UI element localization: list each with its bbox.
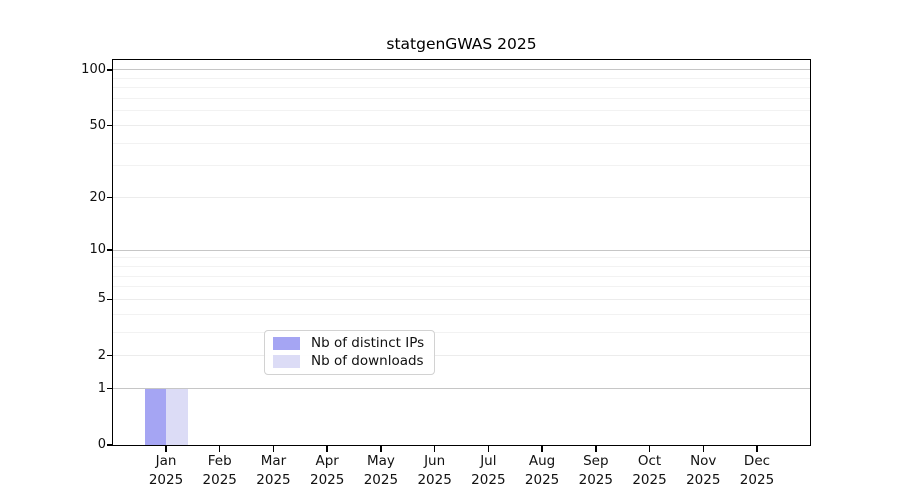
x-tick-label-aug: Aug 2025 (524, 453, 560, 488)
chart-title: statgenGWAS 2025 (386, 35, 537, 53)
x-tick-dec (756, 445, 758, 452)
y-tick-10 (107, 249, 113, 251)
x-tick-mar (272, 445, 275, 452)
legend: Nb of distinct IPs Nb of downloads (264, 330, 436, 375)
x-tick-may (380, 445, 382, 452)
x-tick-apr (326, 445, 328, 452)
x-tick-feb (218, 445, 221, 452)
x-tick-label-feb: Feb 2025 (202, 453, 237, 488)
x-tick-label-nov: Nov 2025 (686, 453, 721, 488)
y-tick-0 (107, 444, 113, 446)
x-tick-label-sep: Sep 2025 (578, 453, 613, 488)
legend-label-downloads: Nb of downloads (311, 353, 424, 369)
x-tick-label-apr: Apr 2025 (309, 453, 345, 488)
x-tick-oct (648, 445, 651, 452)
x-tick-label-jun: Jun 2025 (417, 453, 452, 488)
gridline-90 (113, 77, 810, 79)
gridline-20 (113, 197, 810, 199)
gridline-2 (113, 355, 810, 357)
gridline-4 (113, 313, 810, 315)
y-tick-1 (107, 387, 113, 390)
gridline-9 (113, 257, 810, 259)
bars-layer (113, 60, 810, 445)
legend-item-downloads: Nb of downloads (273, 354, 424, 369)
x-tick-label-oct: Oct 2025 (632, 453, 667, 488)
gridline-8 (113, 265, 810, 267)
gridlines-layer (113, 60, 810, 445)
x-tick-label-dec: Dec 2025 (739, 453, 775, 488)
legend-swatch-downloads (273, 355, 300, 368)
x-tick-label-mar: Mar 2025 (256, 453, 291, 488)
x-tick-nov (702, 445, 705, 452)
y-tick-label-5: 5 (97, 291, 106, 307)
gridline-60 (113, 110, 810, 112)
y-tick-label-10: 10 (89, 242, 106, 258)
y-tick-label-50: 50 (89, 117, 106, 133)
y-tick-50 (107, 124, 113, 127)
x-tick-aug (541, 445, 543, 452)
gridline-1 (113, 388, 810, 390)
x-tick-jun (433, 445, 436, 452)
gridline-3 (113, 331, 810, 333)
y-tick-100 (107, 69, 113, 71)
legend-label-distinct-ips: Nb of distinct IPs (311, 335, 425, 351)
y-tick-5 (107, 298, 113, 301)
y-tick-20 (107, 196, 113, 199)
legend-swatch-distinct-ips (273, 337, 300, 350)
gridline-10 (113, 249, 810, 251)
bar-nb-of-distinct-ips-jan (144, 388, 166, 445)
gridline-100 (113, 69, 810, 71)
bar-nb-of-downloads-jan (166, 388, 188, 445)
y-tick-label-1: 1 (97, 380, 106, 396)
y-tick-label-0: 0 (97, 437, 106, 452)
gridline-5 (113, 298, 810, 300)
y-tick-label-2: 2 (97, 347, 106, 363)
x-tick-sep (595, 445, 597, 452)
x-tick-jul (487, 445, 490, 452)
gridline-40 (113, 142, 810, 144)
gridline-70 (113, 98, 810, 100)
gridline-50 (113, 125, 810, 126)
legend-item-distinct-ips: Nb of distinct IPs (273, 336, 424, 351)
x-tick-label-jan: Jan 2025 (148, 453, 184, 488)
y-tick-label-100: 100 (81, 61, 106, 77)
y-tick-label-20: 20 (89, 189, 106, 205)
gridline-7 (113, 275, 810, 277)
x-tick-label-may: May 2025 (363, 453, 399, 488)
gridline-30 (113, 165, 810, 167)
gridline-6 (113, 286, 810, 288)
y-tick-2 (107, 354, 113, 357)
x-tick-jan (165, 445, 167, 452)
gridline-80 (113, 87, 810, 89)
x-tick-label-jul: Jul 2025 (471, 453, 506, 488)
